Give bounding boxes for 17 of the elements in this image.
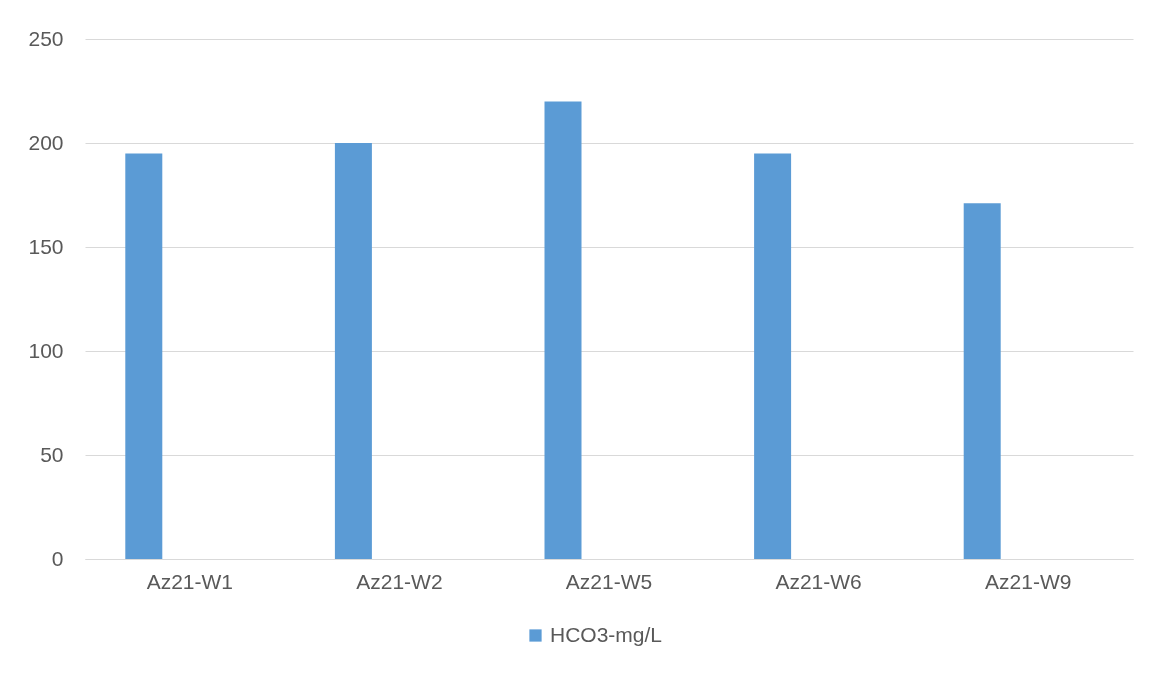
- legend-label: HCO3-mg/L: [550, 622, 663, 646]
- bar: [754, 153, 792, 559]
- y-tick-label: 50: [40, 442, 64, 466]
- bar: [334, 143, 372, 559]
- bar: [125, 153, 163, 559]
- y-tick-label: 250: [28, 26, 64, 50]
- bar: [963, 203, 1001, 559]
- x-tick-label: Az21-W9: [985, 569, 1072, 593]
- y-tick-label: 0: [51, 546, 64, 570]
- y-tick-label: 100: [28, 338, 64, 362]
- x-tick-label: Az21-W1: [146, 569, 233, 593]
- bar: [544, 101, 582, 559]
- x-tick-label: Az21-W5: [565, 569, 653, 593]
- x-tick-label: Az21-W6: [775, 569, 862, 593]
- y-tick-label: 150: [28, 234, 64, 258]
- y-tick-label: 200: [28, 130, 64, 154]
- x-tick-label: Az21-W2: [356, 569, 443, 593]
